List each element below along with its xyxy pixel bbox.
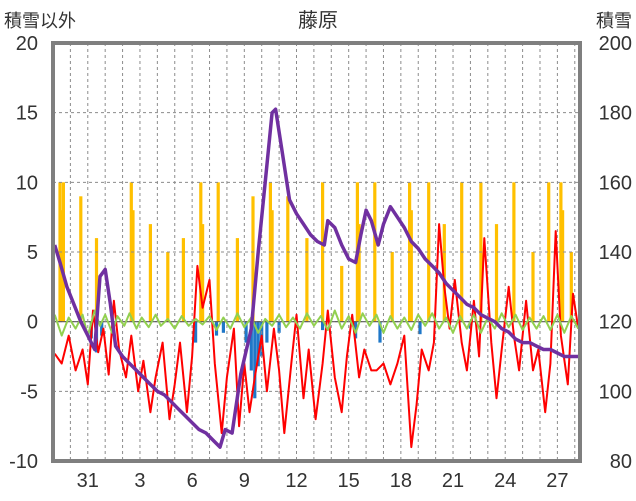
y-left-tick-5: 15 <box>16 103 38 125</box>
y-left-tick-6: 20 <box>16 33 38 55</box>
bar-s0-26 <box>409 210 413 322</box>
bar-s0-8 <box>166 252 170 322</box>
y-right-tick-5: 180 <box>599 103 632 125</box>
bar-s1-5 <box>221 321 225 333</box>
y-right-tick-1: 100 <box>599 381 632 403</box>
bar-s0-2 <box>61 182 65 322</box>
x-tick-3: 9 <box>239 470 250 492</box>
bar-s0-35 <box>559 182 563 322</box>
bar-s1-7 <box>249 321 253 371</box>
bar-s0-16 <box>270 210 274 322</box>
y-right-tick-3: 140 <box>599 242 632 264</box>
bar-s1-8 <box>253 321 257 399</box>
x-tick-7: 21 <box>442 470 464 492</box>
y-axis-right-labels: 80 100 120 140 160 180 200 <box>599 33 632 473</box>
grid-layer <box>52 43 580 461</box>
bar-s0-17 <box>286 196 290 322</box>
y-left-tick-3: 5 <box>27 242 38 264</box>
y-axis-left-title: 積雪以外 <box>4 11 76 31</box>
series-line-2 <box>53 107 579 449</box>
bar-s0-31 <box>494 224 499 322</box>
bar-s0-37 <box>569 252 573 322</box>
bar-s0-13 <box>235 238 239 322</box>
bar-s0-20 <box>340 265 344 322</box>
bar-s0-11 <box>201 224 205 322</box>
x-tick-1: 3 <box>134 470 145 492</box>
bar-s1-13 <box>321 321 325 331</box>
bar-s0-10 <box>199 182 203 322</box>
y-left-tick-0: -10 <box>9 451 38 473</box>
x-tick-0: 31 <box>77 470 99 492</box>
y-axis-left-labels: -10 -5 0 5 10 15 20 <box>9 33 38 473</box>
bar-s1-16 <box>418 321 422 335</box>
x-axis-labels: 31 3 6 9 12 15 18 21 24 27 <box>77 470 569 492</box>
bar-s0-3 <box>79 196 83 322</box>
chart-title: 藤原 <box>298 9 338 32</box>
series-line-0 <box>53 223 580 449</box>
y-axis-right-title: 積雪 <box>596 11 632 31</box>
x-tick-9: 27 <box>546 470 568 492</box>
y-right-tick-4: 160 <box>599 172 632 194</box>
bar-s1-15 <box>378 321 382 343</box>
bar-s0-22 <box>357 224 361 322</box>
bar-s0-23 <box>373 182 377 322</box>
bar-s1-2 <box>100 321 104 336</box>
lines-layer <box>53 107 580 449</box>
bar-s0-32 <box>512 182 516 322</box>
bar-s1-9 <box>256 321 260 367</box>
y-left-tick-4: 10 <box>16 172 38 194</box>
x-tick-8: 24 <box>494 470 516 492</box>
x-tick-2: 6 <box>187 470 198 492</box>
bar-s0-6 <box>131 210 135 322</box>
x-tick-4: 12 <box>285 470 307 492</box>
bar-s0-27 <box>427 182 431 322</box>
bar-s0-4 <box>94 238 99 322</box>
y-right-tick-2: 120 <box>599 312 632 334</box>
bar-s0-33 <box>531 252 535 322</box>
bar-s0-28 <box>442 224 446 322</box>
y-left-tick-2: 0 <box>27 312 38 334</box>
bar-s0-14 <box>251 196 255 322</box>
bar-s0-9 <box>181 238 185 322</box>
bar-s0-12 <box>216 182 220 322</box>
x-tick-5: 15 <box>338 470 360 492</box>
bar-s0-19 <box>321 182 325 322</box>
bar-s0-34 <box>547 182 551 322</box>
bar-s0-7 <box>148 224 152 322</box>
bar-s0-18 <box>305 238 309 322</box>
bar-s1-6 <box>244 321 248 343</box>
bar-s0-36 <box>561 210 565 322</box>
bar-s1-11 <box>265 321 269 343</box>
plot-frame <box>51 41 582 463</box>
bar-s1-3 <box>194 321 198 343</box>
y-right-tick-6: 200 <box>599 33 632 55</box>
bar-s0-24 <box>390 252 394 322</box>
x-tick-6: 18 <box>390 470 412 492</box>
y-left-tick-1: -5 <box>20 381 38 403</box>
y-right-tick-0: 80 <box>610 451 632 473</box>
